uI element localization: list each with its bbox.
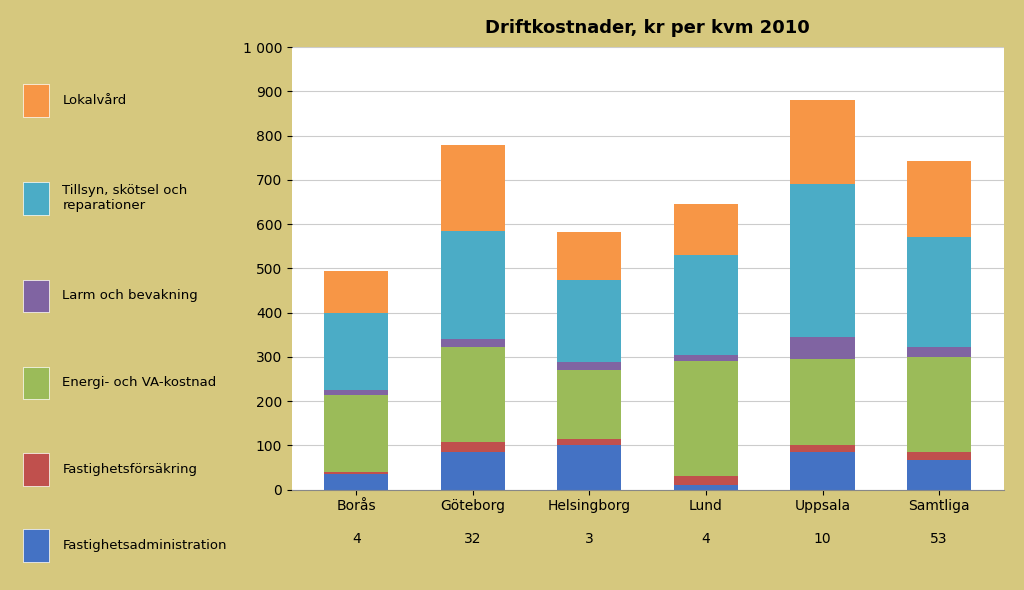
Bar	[674, 485, 738, 490]
Text: Lokalvård: Lokalvård	[62, 94, 127, 107]
Bar	[557, 445, 622, 490]
Bar	[791, 337, 855, 359]
Bar	[907, 460, 971, 490]
Bar	[791, 184, 855, 337]
Bar	[674, 355, 738, 361]
Bar	[907, 161, 971, 237]
Bar	[557, 371, 622, 439]
Bar	[907, 347, 971, 356]
Bar	[791, 452, 855, 490]
Bar	[440, 339, 505, 347]
Bar	[557, 362, 622, 371]
Text: Fastighetsförsäkring: Fastighetsförsäkring	[62, 463, 198, 476]
Bar	[24, 84, 49, 117]
Bar	[674, 204, 738, 255]
Bar	[24, 453, 49, 486]
Bar	[557, 280, 622, 362]
Bar	[907, 452, 971, 460]
Bar	[24, 529, 49, 562]
Bar	[440, 231, 505, 339]
Bar	[557, 232, 622, 280]
Bar	[791, 100, 855, 184]
Bar	[325, 395, 388, 472]
Bar	[325, 313, 388, 390]
Bar	[791, 359, 855, 445]
Bar	[907, 356, 971, 452]
Bar	[674, 361, 738, 477]
Bar	[24, 366, 49, 399]
Bar	[440, 452, 505, 490]
Bar	[24, 280, 49, 312]
Bar	[440, 347, 505, 442]
Title: Driftkostnader, kr per kvm 2010: Driftkostnader, kr per kvm 2010	[485, 19, 810, 37]
Bar	[674, 477, 738, 485]
Bar	[791, 445, 855, 452]
Bar	[674, 255, 738, 355]
Text: Tillsyn, skötsel och
reparationer: Tillsyn, skötsel och reparationer	[62, 184, 187, 212]
Bar	[325, 474, 388, 490]
Bar	[440, 442, 505, 452]
Bar	[325, 271, 388, 313]
Text: Energi- och VA-kostnad: Energi- och VA-kostnad	[62, 376, 217, 389]
Bar	[24, 182, 49, 215]
Bar	[325, 390, 388, 395]
Bar	[325, 472, 388, 474]
Text: Fastighetsadministration: Fastighetsadministration	[62, 539, 227, 552]
Bar	[907, 237, 971, 347]
Text: Larm och bevakning: Larm och bevakning	[62, 290, 199, 303]
Bar	[557, 439, 622, 445]
Bar	[440, 145, 505, 231]
